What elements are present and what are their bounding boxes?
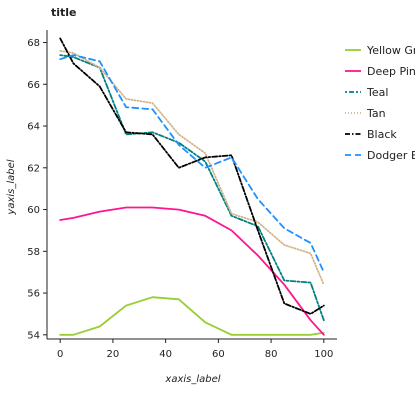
legend-label: Deep Pink	[367, 65, 415, 78]
plot-area: 54 56 58 60 62 64 66 68 0 20 40 60 80 100	[27, 30, 337, 360]
legend-label: Teal	[366, 86, 388, 99]
series-line-teal	[59, 54, 325, 322]
x-tick-label: 20	[107, 349, 120, 360]
series-line-yellow-green	[59, 296, 325, 336]
y-tick-label: 62	[27, 163, 40, 174]
y-tick-label: 64	[27, 122, 40, 133]
x-axis-title: xaxis_label	[164, 374, 220, 385]
x-tick-label: 60	[212, 349, 225, 360]
legend-label: Black	[367, 128, 397, 141]
legend-label: Tan	[366, 107, 386, 120]
x-tick-label: 40	[159, 349, 172, 360]
series-lines	[59, 37, 325, 336]
series-line-deep-pink	[59, 206, 325, 336]
y-tick-label: 58	[27, 247, 40, 258]
y-tick-label: 60	[27, 205, 40, 216]
series-line-dodger-blue	[59, 54, 325, 274]
y-tick-label: 56	[27, 289, 40, 300]
legend-label: Yellow Green	[366, 44, 415, 57]
x-ticks: 0 20 40 60 80 100	[57, 339, 333, 360]
chart-title: title	[51, 6, 77, 19]
y-tick-label: 54	[27, 330, 40, 341]
x-tick-label: 80	[265, 349, 278, 360]
x-tick-label: 100	[314, 349, 333, 360]
legend-label: Dodger Blue	[367, 149, 415, 162]
y-tick-label: 66	[27, 80, 40, 91]
legend: Yellow Green Deep Pink Teal Tan Black Dodger …	[345, 44, 415, 162]
y-axis-title: yaxis_label	[6, 159, 17, 215]
y-tick-label: 68	[27, 38, 40, 49]
series-line-tan	[59, 50, 325, 286]
x-tick-label: 0	[57, 349, 63, 360]
series-line-black	[59, 37, 325, 315]
y-ticks: 54 56 58 60 62 64 66 68	[27, 38, 47, 341]
